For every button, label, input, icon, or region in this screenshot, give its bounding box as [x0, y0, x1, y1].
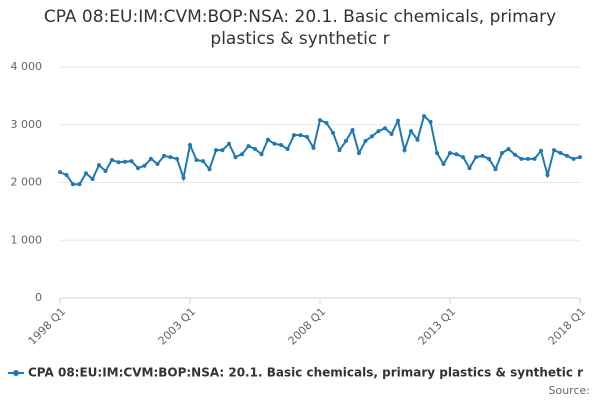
data-point [500, 151, 504, 156]
data-point [71, 182, 75, 187]
data-point [227, 141, 231, 146]
data-point [565, 153, 569, 158]
data-point [513, 152, 517, 157]
data-point [493, 167, 498, 172]
data-point [409, 129, 413, 134]
data-point [292, 133, 296, 138]
data-point [188, 142, 192, 147]
data-point [298, 133, 303, 138]
data-point [519, 156, 524, 161]
data-point [162, 153, 166, 158]
data-point [305, 134, 309, 139]
data-point [350, 127, 355, 132]
data-point [103, 168, 108, 173]
data-point [357, 151, 361, 156]
data-point [578, 155, 582, 160]
data-point [461, 155, 465, 160]
data-point [383, 126, 387, 131]
data-point [142, 163, 147, 168]
data-point [480, 153, 485, 158]
x-tick-label: 2018 Q1 [546, 305, 589, 348]
data-point [337, 148, 342, 153]
data-point [175, 156, 179, 161]
data-point [149, 156, 153, 161]
data-point [123, 159, 127, 164]
data-point [253, 147, 257, 152]
x-tick-label: 2008 Q1 [286, 305, 329, 348]
data-point [428, 119, 433, 124]
data-point [285, 147, 290, 152]
data-point [90, 177, 95, 182]
data-point [155, 162, 160, 167]
data-point [194, 157, 199, 162]
data-point [331, 130, 335, 135]
data-point [389, 131, 394, 136]
x-tick-label: 2013 Q1 [416, 305, 459, 348]
data-point [240, 152, 244, 157]
data-point [415, 137, 420, 142]
data-point [539, 148, 543, 153]
data-point [552, 148, 556, 153]
data-point [454, 152, 459, 157]
data-point [129, 159, 134, 164]
data-point [136, 166, 140, 171]
data-point [558, 151, 563, 156]
y-tick-label: 4 000 [11, 60, 43, 73]
data-point [526, 156, 530, 161]
data-point [279, 142, 283, 147]
data-point [181, 175, 186, 180]
y-tick-label: 3 000 [11, 118, 43, 131]
data-point [246, 144, 251, 149]
data-point [233, 155, 238, 160]
data-line [59, 114, 581, 186]
data-point [77, 182, 82, 187]
data-point [532, 156, 537, 161]
data-point [259, 152, 264, 157]
data-point [363, 138, 368, 143]
data-point [506, 147, 511, 152]
data-point [344, 138, 348, 143]
chart-title: CPA 08:EU:IM:CVM:BOP:NSA: 20.1. Basic ch… [43, 7, 557, 49]
legend-label: CPA 08:EU:IM:CVM:BOP:NSA: 20.1. Basic ch… [28, 366, 583, 380]
data-point [467, 166, 472, 171]
data-point [571, 156, 576, 161]
data-point [435, 151, 439, 156]
data-point [272, 141, 277, 146]
data-point [545, 172, 550, 177]
data-point [84, 171, 88, 176]
data-point [396, 118, 400, 123]
data-point [116, 160, 121, 165]
data-point [402, 148, 407, 153]
data-point [266, 137, 270, 142]
data-point [311, 145, 316, 150]
x-tick-label: 2003 Q1 [156, 305, 199, 348]
data-point [168, 155, 173, 160]
data-point [474, 155, 478, 160]
data-point [324, 121, 329, 126]
data-point [110, 157, 114, 162]
y-tick-label: 1 000 [11, 233, 43, 246]
data-point [64, 172, 69, 177]
data-point [201, 159, 205, 164]
data-point [422, 114, 426, 119]
data-point [376, 129, 381, 134]
data-point [207, 167, 212, 172]
y-tick-label: 0 [35, 291, 42, 304]
data-point [220, 148, 225, 153]
data-point [58, 170, 62, 175]
x-tick-label: 1998 Q1 [26, 305, 69, 348]
data-point [214, 148, 218, 153]
data-point [318, 118, 322, 123]
data-point [441, 162, 446, 167]
legend-symbol-dot [13, 370, 19, 376]
source: Source: [549, 384, 591, 397]
data-point [487, 156, 491, 161]
data-point [448, 151, 452, 156]
y-tick-label: 2 000 [11, 176, 43, 189]
data-point [370, 134, 374, 139]
data-point [97, 163, 101, 168]
